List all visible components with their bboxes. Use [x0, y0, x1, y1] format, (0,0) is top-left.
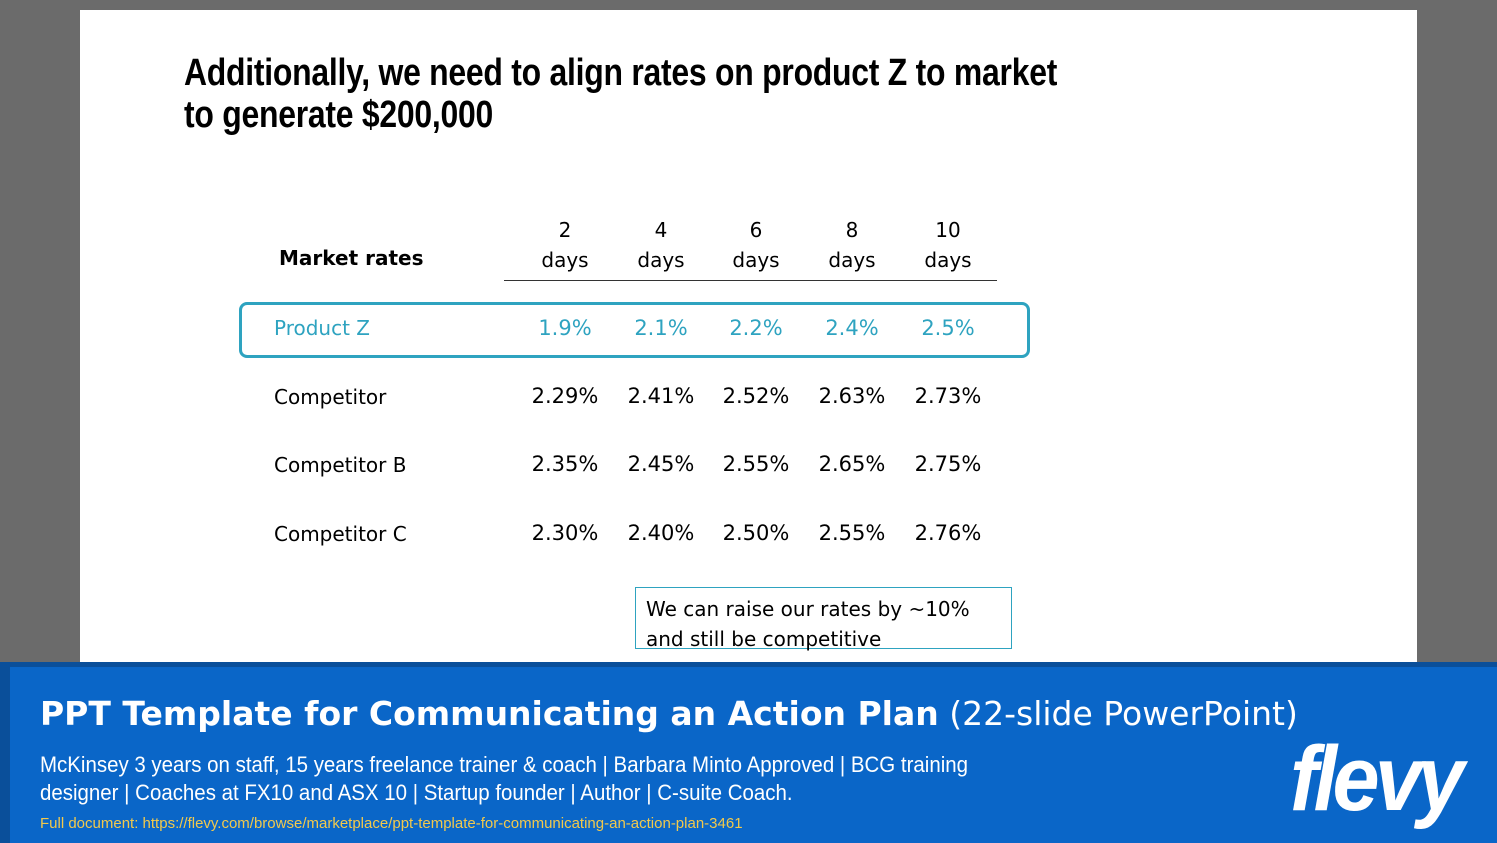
table-cell: 2.52%: [722, 384, 790, 408]
column-header-num: 2: [558, 218, 572, 242]
flevy-logo-text: flevy: [1290, 728, 1465, 830]
column-header-num: 10: [935, 218, 961, 242]
flevy-logo[interactable]: flevy: [1290, 733, 1465, 825]
column-header: 2 days: [520, 215, 610, 275]
slide: Additionally, we need to align rates on …: [80, 10, 1417, 670]
column-header-unit: days: [924, 248, 972, 272]
column-header-num: 8: [845, 218, 859, 242]
table-cell: 2.35%: [531, 452, 599, 476]
table-cell: 1.9%: [538, 316, 592, 340]
table-cell: 2.75%: [914, 452, 982, 476]
table-cell: 2.50%: [722, 521, 790, 545]
table-header-label: Market rates: [279, 246, 424, 270]
table-cell: 2.5%: [921, 316, 975, 340]
slide-title: Additionally, we need to align rates on …: [184, 52, 1058, 136]
header-divider: [504, 280, 997, 281]
row-label-product-z: Product Z: [274, 316, 370, 340]
table-cell: 2.65%: [818, 452, 886, 476]
column-header-unit: days: [541, 248, 589, 272]
table-cell: 2.41%: [627, 384, 695, 408]
column-header: 6 days: [711, 215, 801, 275]
column-header-unit: days: [732, 248, 780, 272]
table-cell: 2.30%: [531, 521, 599, 545]
table-cell: 2.63%: [818, 384, 886, 408]
table-cell: 2.40%: [627, 521, 695, 545]
table-cell: 2.1%: [634, 316, 688, 340]
column-header-unit: days: [637, 248, 685, 272]
footer-title-main: PPT Template for Communicating an Action…: [40, 694, 939, 733]
row-label-competitor-b: Competitor B: [274, 453, 407, 477]
column-header: 10 days: [903, 215, 993, 275]
row-label-competitor-c: Competitor C: [274, 522, 407, 546]
footer-description: McKinsey 3 years on staff, 15 years free…: [40, 752, 969, 805]
footer-title: PPT Template for Communicating an Action…: [40, 694, 1298, 733]
promo-footer: PPT Template for Communicating an Action…: [0, 662, 1497, 843]
table-cell: 2.2%: [729, 316, 783, 340]
document-link[interactable]: Full document: https://flevy.com/browse/…: [40, 815, 743, 832]
callout-note: We can raise our rates by ~10% and still…: [635, 587, 1012, 651]
table-cell: 2.55%: [818, 521, 886, 545]
table-cell: 2.76%: [914, 521, 982, 545]
table-cell: 2.45%: [627, 452, 695, 476]
column-header-num: 6: [749, 218, 763, 242]
column-header-unit: days: [828, 248, 876, 272]
column-header-num: 4: [654, 218, 668, 242]
table-cell: 2.29%: [531, 384, 599, 408]
table-cell: 2.55%: [722, 452, 790, 476]
row-label-competitor: Competitor: [274, 385, 387, 409]
highlight-box: [239, 302, 1030, 358]
table-cell: 2.73%: [914, 384, 982, 408]
footer-edge: [0, 667, 10, 843]
table-cell: 2.4%: [825, 316, 879, 340]
footer-title-sub: (22-slide PowerPoint): [949, 694, 1298, 733]
column-header: 8 days: [807, 215, 897, 275]
column-header: 4 days: [616, 215, 706, 275]
